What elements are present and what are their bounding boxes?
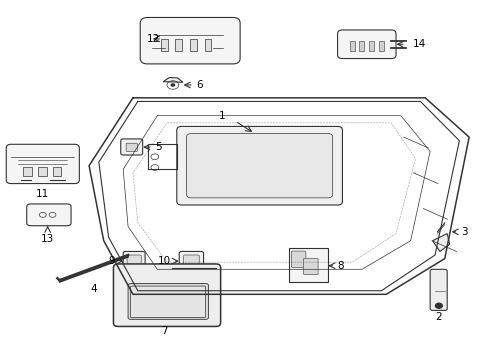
Text: 6: 6 xyxy=(196,80,203,90)
FancyBboxPatch shape xyxy=(127,255,141,266)
Text: 14: 14 xyxy=(413,39,426,49)
Text: 4: 4 xyxy=(91,284,98,294)
Text: 1: 1 xyxy=(219,111,225,121)
FancyBboxPatch shape xyxy=(27,204,71,226)
FancyBboxPatch shape xyxy=(291,251,306,267)
FancyBboxPatch shape xyxy=(6,144,79,184)
FancyBboxPatch shape xyxy=(121,139,143,155)
Text: 7: 7 xyxy=(161,327,168,337)
Bar xyxy=(52,167,61,176)
Text: 12: 12 xyxy=(147,34,160,44)
Polygon shape xyxy=(163,78,183,82)
Bar xyxy=(204,39,211,51)
Bar xyxy=(38,167,47,176)
FancyBboxPatch shape xyxy=(289,248,328,282)
FancyBboxPatch shape xyxy=(184,255,199,266)
FancyBboxPatch shape xyxy=(126,143,137,152)
Text: 13: 13 xyxy=(41,234,54,244)
FancyBboxPatch shape xyxy=(187,134,333,198)
Bar xyxy=(379,41,384,51)
Text: 9: 9 xyxy=(108,256,115,266)
Text: 11: 11 xyxy=(36,189,49,199)
Text: 2: 2 xyxy=(436,312,442,322)
FancyBboxPatch shape xyxy=(130,286,205,318)
Text: 5: 5 xyxy=(155,142,162,152)
FancyBboxPatch shape xyxy=(430,269,447,310)
Circle shape xyxy=(171,83,175,87)
Circle shape xyxy=(436,303,442,308)
Text: 10: 10 xyxy=(157,256,171,266)
FancyBboxPatch shape xyxy=(140,18,240,64)
FancyBboxPatch shape xyxy=(123,251,145,269)
FancyBboxPatch shape xyxy=(114,264,220,327)
FancyBboxPatch shape xyxy=(303,258,318,275)
Bar xyxy=(190,39,197,51)
FancyBboxPatch shape xyxy=(338,30,396,59)
FancyBboxPatch shape xyxy=(177,126,343,205)
FancyBboxPatch shape xyxy=(128,284,208,319)
FancyBboxPatch shape xyxy=(179,251,203,269)
Bar xyxy=(350,41,355,51)
Bar xyxy=(369,41,374,51)
Bar xyxy=(360,41,365,51)
Text: 8: 8 xyxy=(338,261,344,271)
Bar xyxy=(24,167,32,176)
Polygon shape xyxy=(433,234,450,251)
Bar xyxy=(161,39,168,51)
Bar xyxy=(175,39,182,51)
Text: 3: 3 xyxy=(461,227,467,237)
